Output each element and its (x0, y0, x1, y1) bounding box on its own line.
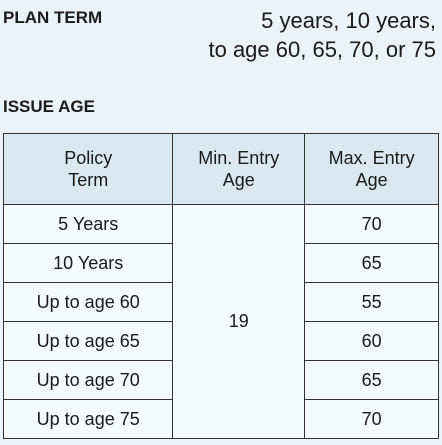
table-row: Up to age 65 60 (2, 321, 439, 361)
section-label: PLAN TERM (3, 8, 103, 27)
header-cell: Max. Entry Age (304, 133, 439, 205)
cell: Up to age 70 (2, 360, 174, 400)
cell: 55 (304, 282, 439, 322)
cell: 5 Years (2, 204, 174, 244)
header-cell: Policy Term (2, 133, 174, 205)
issue-age-table: Policy Term Min. Entry Age Max. Entry Age 5… (2, 133, 439, 439)
text-line: to age 60, 65, 70, or 75 (208, 37, 436, 62)
cell: 60 (304, 321, 439, 361)
table-row: Up to age 75 70 (2, 399, 439, 439)
cell: 70 (304, 204, 439, 244)
cell: Up to age 60 (2, 282, 174, 322)
section-label: ISSUE AGE (3, 97, 95, 116)
cell: 70 (304, 399, 439, 439)
cell: 19 (172, 204, 306, 439)
cell: 10 Years (2, 243, 174, 283)
cell: 65 (304, 243, 439, 283)
header-cell: Min. Entry Age (172, 133, 306, 205)
table-row: Up to age 70 65 (2, 360, 439, 400)
cell: Up to age 65 (2, 321, 174, 361)
cell: 65 (304, 360, 439, 400)
plan-term-value: 5 years, 10 years, to age 60, 65, 70, or… (208, 6, 436, 64)
header-row: Policy Term Min. Entry Age Max. Entry Age (2, 133, 439, 205)
table-row: 10 Years 65 (2, 243, 439, 283)
cell: Up to age 75 (2, 399, 174, 439)
text-line: 5 years, 10 years, (261, 8, 436, 33)
table-row: 5 Years 19 70 (2, 204, 439, 439)
